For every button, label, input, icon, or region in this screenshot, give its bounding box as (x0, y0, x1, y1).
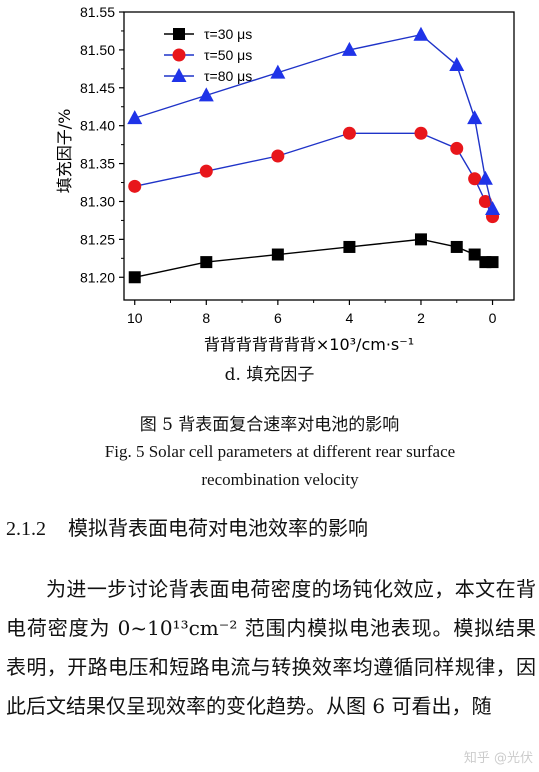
series-tau30-point-6 (468, 248, 481, 261)
series-tau80-point-3 (341, 41, 357, 56)
x-axis-label: 背背背背背背背×10³/cm·s⁻¹ (204, 335, 414, 354)
section-number: 2.1.2 (6, 518, 46, 540)
section-title: 模拟背表面电荷对电池效率的影响 (68, 516, 368, 540)
series-tau80-point-2 (270, 64, 286, 79)
legend-marker-0 (173, 28, 185, 40)
series-tau50-point-1 (199, 164, 213, 178)
x-tick-label-2: 6 (274, 310, 282, 326)
series-tau50-point-5 (450, 141, 464, 155)
y-tick-label-6: 81.50 (80, 42, 115, 58)
fill-factor-chart: 81.20 81.25 81.30 81.35 81.40 81.45 81.50 81.55… (55, 4, 515, 354)
y-axis-label: 填充因子/% (55, 109, 74, 194)
series-tau80-point-4 (413, 26, 429, 41)
series-tau30-point-0 (128, 271, 141, 284)
y-tick-label-4: 81.40 (80, 118, 115, 134)
series-tau50-point-3 (342, 126, 356, 140)
series-tau30-point-2 (271, 248, 284, 261)
series-tau80-point-8 (485, 201, 501, 216)
series-tau80-point-5 (449, 57, 465, 72)
series-tau30-point-1 (200, 256, 213, 269)
y-tick-label-2: 81.30 (80, 193, 115, 209)
y-tick-label-3: 81.35 (80, 156, 115, 172)
x-tick-label-0: 10 (127, 310, 143, 326)
y-tick-label-5: 81.45 (80, 80, 115, 96)
series-tau80-point-1 (198, 87, 214, 102)
series-tau50-point-6 (468, 172, 482, 186)
series-tau80-line (134, 33, 494, 210)
section-heading: 2.1.2 模拟背表面电荷对电池效率的影响 (6, 512, 368, 541)
paragraph-text: 为进一步讨论背表面电荷密度的场钝化效应，本文在背电荷密度为 0~10¹³cm⁻²… (6, 577, 536, 718)
legend-marker-2 (171, 68, 187, 82)
series-tau30-point-3 (343, 240, 356, 253)
series-tau50-point-7 (478, 194, 492, 208)
chart-subcaption: d. 填充因子 (224, 365, 315, 385)
figure-caption-chinese: 图 5 背表面复合速率对电池的影响 (139, 415, 400, 435)
y-tick-label-0: 81.20 (80, 269, 115, 285)
legend-label-2: τ=80 μs (204, 68, 252, 84)
series-tau30-point-5 (450, 240, 463, 253)
x-tick-label-5: 0 (489, 310, 497, 326)
x-tick-label-3: 4 (346, 310, 354, 326)
legend-label-0: τ=30 μs (204, 26, 252, 42)
series-tau80-point-0 (127, 110, 143, 125)
y-tick-label-7: 81.55 (80, 4, 115, 20)
series-tau50-point-0 (128, 179, 142, 193)
series-tau30-point-8 (486, 256, 499, 269)
series-tau30-line (134, 238, 493, 278)
series-tau30-point-4 (414, 233, 427, 246)
series-tau50-point-4 (414, 126, 428, 140)
watermark: 知乎 @光伏 (463, 751, 533, 766)
series-tau80-point-6 (467, 110, 483, 125)
series-tau80-point-7 (477, 170, 493, 185)
x-tick-label-1: 8 (202, 310, 210, 326)
series-tau50-line (134, 132, 494, 217)
series-tau50-point-2 (271, 149, 285, 163)
x-tick-label-4: 2 (417, 310, 425, 326)
legend-marker-1 (172, 48, 186, 62)
y-tick-label-1: 81.25 (80, 231, 115, 247)
body-paragraph: 为进一步讨论背表面电荷密度的场钝化效应，本文在背电荷密度为 0~10¹³cm⁻²… (6, 570, 536, 726)
legend-label-1: τ=50 μs (204, 47, 252, 63)
figure-caption-english: Fig. 5 Solar cell parameters at differen… (104, 442, 456, 489)
plot-frame (123, 11, 515, 301)
